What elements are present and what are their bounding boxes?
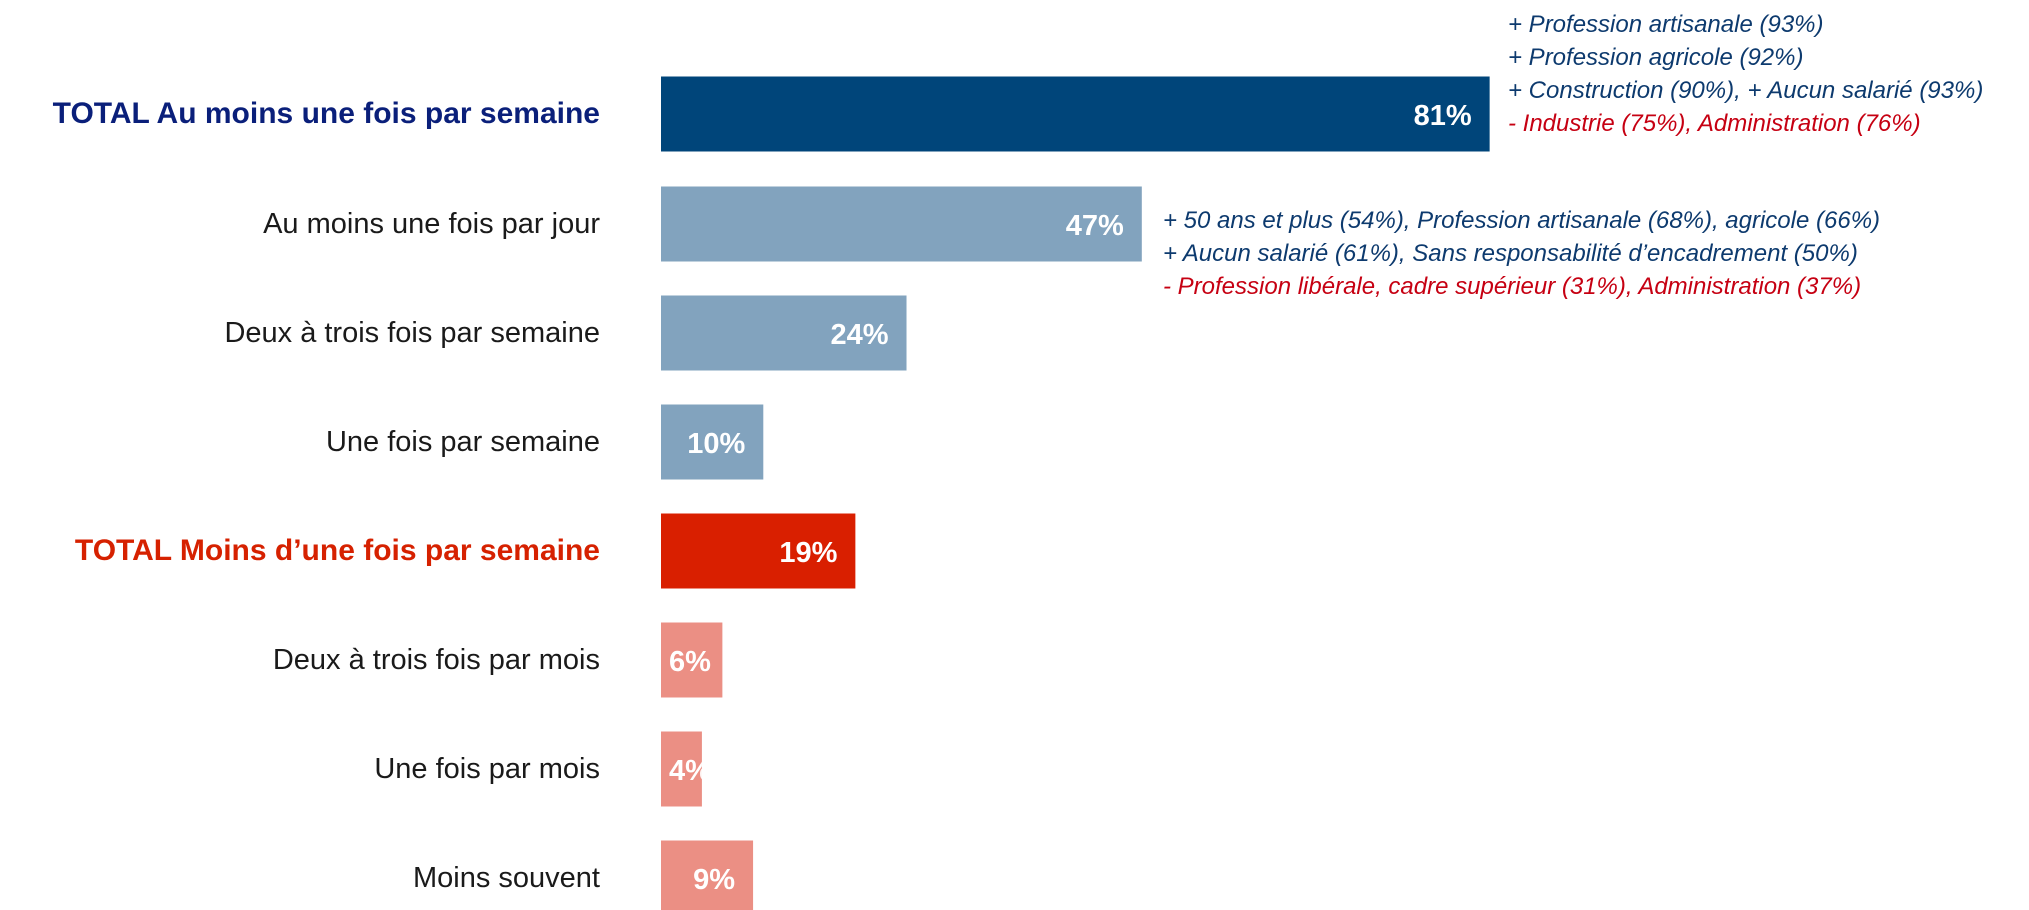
bar: [661, 513, 856, 589]
category-label: Une fois par mois: [374, 753, 600, 785]
bar-value-label: 19%: [779, 537, 837, 569]
annotation-line: - Industrie (75%), Administration (76%): [1508, 110, 1921, 137]
category-label: Moins souvent: [413, 862, 600, 894]
bar-value-label: 24%: [830, 319, 888, 351]
bar-value-label: 6%: [669, 646, 711, 678]
annotation-daily: + 50 ans et plus (54%), Profession artis…: [1163, 204, 1880, 303]
category-label: Deux à trois fois par semaine: [224, 317, 600, 349]
bar: [661, 404, 764, 480]
bar: [661, 76, 1490, 152]
annotation-total-up: + Profession artisanale (93%) + Professio…: [1508, 8, 1983, 140]
annotation-line: + 50 ans et plus (54%), Profession artis…: [1163, 207, 1881, 234]
category-label: Au moins une fois par jour: [263, 208, 600, 240]
bar-value-label: 47%: [1066, 210, 1124, 242]
category-label: Une fois par semaine: [325, 426, 600, 458]
bar: [661, 186, 1142, 262]
bar: [661, 731, 702, 807]
annotation-line: + Profession agricole (92%): [1508, 44, 1804, 71]
bar: [661, 295, 907, 371]
bar-value-label: 4%: [669, 755, 711, 787]
category-label: TOTAL Moins d’une fois par semaine: [74, 534, 600, 567]
bar: [661, 622, 723, 698]
bar-value-label: 10%: [687, 428, 745, 460]
bar-value-label: 81%: [1414, 100, 1472, 132]
category-label: TOTAL Au moins une fois par semaine: [52, 97, 600, 130]
category-label: Deux à trois fois par mois: [272, 644, 600, 676]
annotation-line: + Construction (90%), + Aucun salarié (9…: [1508, 77, 1984, 104]
annotation-line: + Aucun salarié (61%), Sans responsabili…: [1163, 240, 1858, 267]
annotation-line: + Profession artisanale (93%): [1508, 11, 1824, 38]
annotation-line: - Profession libérale, cadre supérieur (…: [1163, 273, 1862, 300]
bar-value-label: 9%: [693, 864, 735, 896]
bar: [661, 840, 754, 910]
